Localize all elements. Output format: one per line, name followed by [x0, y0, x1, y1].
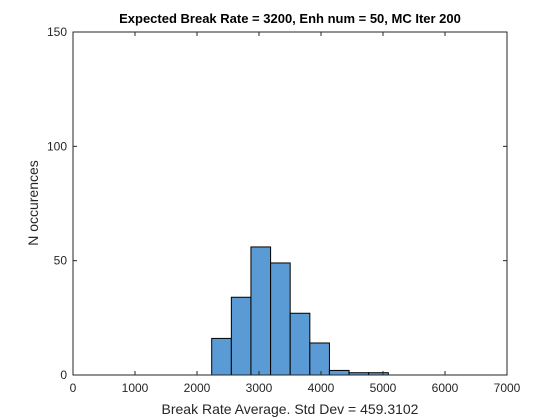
x-tick-label-0: 0	[70, 381, 77, 395]
x-tick-label-4: 4000	[308, 381, 335, 395]
y-tick-label-3: 150	[47, 25, 67, 39]
histogram-bar-5	[309, 342, 330, 376]
y-tick-label-1: 50	[54, 254, 68, 268]
histogram-bar-6	[328, 369, 350, 376]
x-axis-label: Break Rate Average. Std Dev = 459.3102	[162, 401, 419, 417]
histogram-bar-4	[289, 312, 311, 376]
plot-frame	[72, 31, 508, 376]
histogram-bar-3	[270, 262, 291, 376]
histogram-bar-1	[230, 296, 252, 376]
y-tick-label-2: 100	[47, 139, 67, 153]
histogram-bar-2	[250, 246, 272, 376]
y-axis-ticks: 0 50 100 150	[47, 25, 507, 382]
x-axis-ticks: 0 1000 2000 3000 4000 5000 6000 7000	[70, 32, 521, 395]
x-tick-label-1: 1000	[122, 381, 149, 395]
x-tick-label-7: 7000	[494, 381, 521, 395]
histogram-bar-0	[211, 337, 232, 376]
x-tick-label-5: 5000	[370, 381, 397, 395]
chart-title: Expected Break Rate = 3200, Enh num = 50…	[119, 11, 461, 26]
x-tick-label-6: 6000	[432, 381, 459, 395]
y-axis-label: N occurences	[25, 160, 41, 246]
x-tick-label-3: 3000	[246, 381, 273, 395]
x-tick-label-2: 2000	[184, 381, 211, 395]
y-tick-label-0: 0	[60, 368, 67, 382]
histogram-bars	[211, 246, 389, 376]
